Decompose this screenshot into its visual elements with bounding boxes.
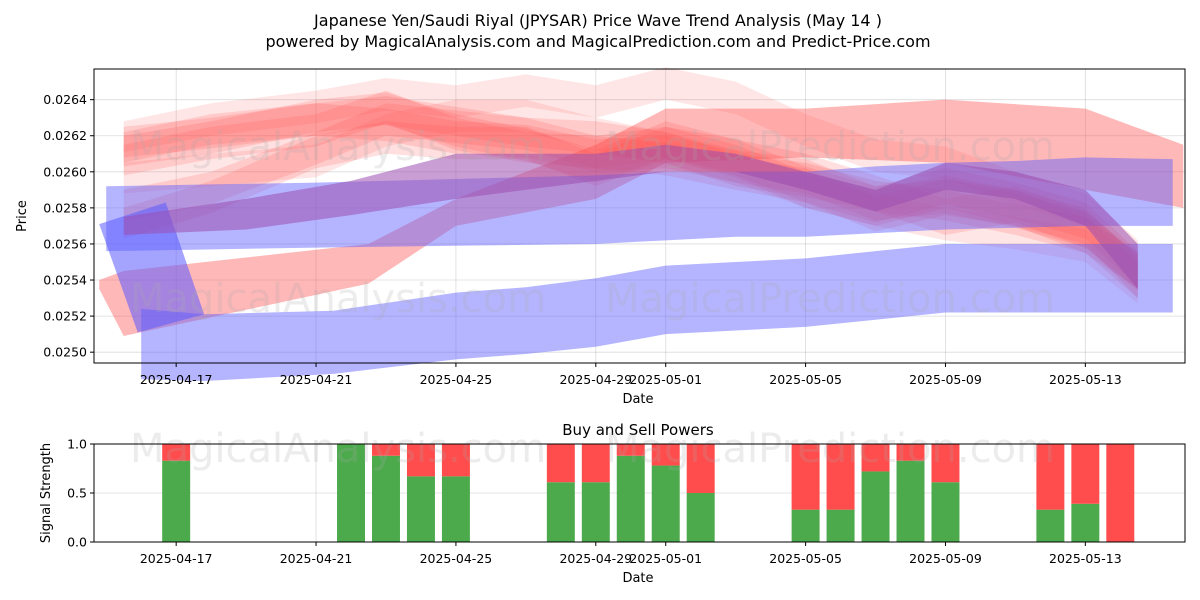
price-x-tick-label: 2025-04-29 bbox=[559, 372, 632, 387]
sell-bar bbox=[1036, 444, 1065, 510]
buy-sell-title: Buy and Sell Powers bbox=[562, 421, 714, 439]
signal-bars bbox=[162, 444, 1135, 542]
blue-wave-lower-band bbox=[141, 243, 1173, 382]
sell-bar bbox=[651, 444, 680, 466]
buy-bar bbox=[441, 476, 470, 542]
sell-bar bbox=[371, 444, 400, 456]
chart-subtitle: powered by MagicalAnalysis.com and Magic… bbox=[265, 32, 930, 51]
buy-bar bbox=[1071, 503, 1100, 542]
signal-x-tick-label: 2025-04-17 bbox=[140, 551, 213, 566]
sell-bar bbox=[162, 444, 191, 461]
chart-title: Japanese Yen/Saudi Riyal (JPYSAR) Price … bbox=[313, 11, 882, 30]
buy-bar bbox=[371, 455, 400, 542]
price-x-tick-label: 2025-04-17 bbox=[140, 372, 213, 387]
sell-bar bbox=[546, 444, 575, 483]
price-wave-bands bbox=[99, 67, 1184, 382]
buy-bar bbox=[581, 482, 610, 542]
price-y-tick-label: 0.0252 bbox=[43, 309, 87, 324]
buy-bar bbox=[896, 460, 925, 542]
sell-bar bbox=[826, 444, 855, 510]
price-y-tick-label: 0.0264 bbox=[43, 92, 87, 107]
sell-bar bbox=[616, 444, 645, 456]
red-wave-4-band bbox=[123, 103, 1138, 291]
signal-x-tick-label: 2025-05-13 bbox=[1049, 551, 1122, 566]
watermark-prediction-top: MagicalPrediction.com bbox=[605, 124, 1055, 170]
red-wave-long-band bbox=[99, 99, 1184, 336]
signal-x-ticks: 2025-04-17 2025-04-21 2025-04-25 2025-04-29… bbox=[140, 542, 1122, 566]
price-y-tick-label: 0.0258 bbox=[43, 200, 87, 215]
price-x-tick-label: 2025-04-21 bbox=[280, 372, 353, 387]
signal-x-tick-label: 2025-04-25 bbox=[420, 551, 493, 566]
watermark-prediction-bottom: MagicalPrediction.com bbox=[605, 426, 1055, 472]
watermark-analysis-mid: MagicalAnalysis.com bbox=[130, 276, 546, 322]
price-y-label: Price bbox=[15, 200, 30, 232]
price-x-tick-label: 2025-05-09 bbox=[909, 372, 982, 387]
sell-bar bbox=[931, 444, 960, 483]
buy-bar bbox=[546, 482, 575, 542]
price-y-tick-label: 0.0256 bbox=[43, 236, 87, 251]
watermark-analysis-bottom: MagicalAnalysis.com bbox=[130, 426, 546, 472]
price-y-tick-label: 0.0254 bbox=[43, 273, 87, 288]
price-x-tick-label: 2025-05-13 bbox=[1049, 372, 1122, 387]
signal-x-tick-label: 2025-04-29 bbox=[559, 551, 632, 566]
signal-y-label: Signal Strength bbox=[39, 443, 54, 543]
price-axes-frame bbox=[93, 68, 1186, 364]
watermark-prediction-mid: MagicalPrediction.com bbox=[605, 276, 1055, 322]
sell-bar bbox=[1071, 444, 1100, 504]
purple-wave-band bbox=[123, 144, 1138, 290]
price-y-ticks: 0.0250 0.0252 0.0254 0.0256 0.0258 0.0260 0.02… bbox=[43, 92, 94, 360]
sell-bar bbox=[861, 444, 890, 472]
signal-x-tick-label: 2025-05-01 bbox=[629, 551, 702, 566]
buy-bar bbox=[337, 444, 366, 542]
buy-bar bbox=[406, 476, 435, 542]
buy-bar bbox=[651, 465, 680, 542]
sell-bar bbox=[441, 444, 470, 477]
price-y-tick-label: 0.0260 bbox=[43, 164, 87, 179]
buy-bar bbox=[1036, 509, 1065, 542]
signal-x-tick-label: 2025-05-09 bbox=[909, 551, 982, 566]
sell-bar bbox=[896, 444, 925, 461]
watermark-analysis-top: MagicalAnalysis.com bbox=[130, 124, 546, 170]
buy-bar bbox=[162, 460, 191, 542]
sell-bar bbox=[1106, 444, 1135, 542]
price-wave-panel: MagicalAnalysis.com MagicalPrediction.co… bbox=[15, 67, 1186, 407]
red-wave-8-band bbox=[123, 103, 1138, 299]
signal-y-tick-label: 1.0 bbox=[67, 437, 87, 452]
sell-bar bbox=[406, 444, 435, 477]
buy-sell-panel: Buy and Sell Powers MagicalAnalysis.com … bbox=[39, 421, 1186, 586]
signal-x-label: Date bbox=[622, 571, 653, 586]
price-x-label: Date bbox=[622, 392, 653, 407]
sell-bar bbox=[581, 444, 610, 483]
red-wave-2-band bbox=[123, 90, 1138, 299]
red-wave-6-band bbox=[123, 99, 1138, 304]
blue-slash-band bbox=[99, 202, 205, 333]
price-x-tick-label: 2025-05-05 bbox=[769, 372, 842, 387]
buy-bar bbox=[616, 455, 645, 542]
sell-bar bbox=[791, 444, 820, 510]
signal-y-tick-label: 0.0 bbox=[67, 535, 87, 550]
signal-x-tick-label: 2025-05-05 bbox=[769, 551, 842, 566]
buy-bar bbox=[861, 471, 890, 542]
buy-bar bbox=[826, 509, 855, 542]
sell-bar bbox=[686, 444, 715, 493]
signal-y-tick-label: 0.5 bbox=[67, 486, 87, 501]
buy-bar bbox=[686, 493, 715, 542]
signal-y-ticks: 0.0 0.5 1.0 bbox=[67, 437, 94, 550]
price-x-tick-label: 2025-05-01 bbox=[629, 372, 702, 387]
price-x-ticks: 2025-04-17 2025-04-21 2025-04-25 2025-04-29… bbox=[140, 363, 1122, 387]
buy-bar bbox=[931, 482, 960, 542]
price-y-tick-label: 0.0262 bbox=[43, 128, 87, 143]
buy-bar bbox=[791, 509, 820, 542]
price-y-tick-label: 0.0250 bbox=[43, 345, 87, 360]
price-x-tick-label: 2025-04-25 bbox=[420, 372, 493, 387]
signal-x-tick-label: 2025-04-21 bbox=[280, 551, 353, 566]
